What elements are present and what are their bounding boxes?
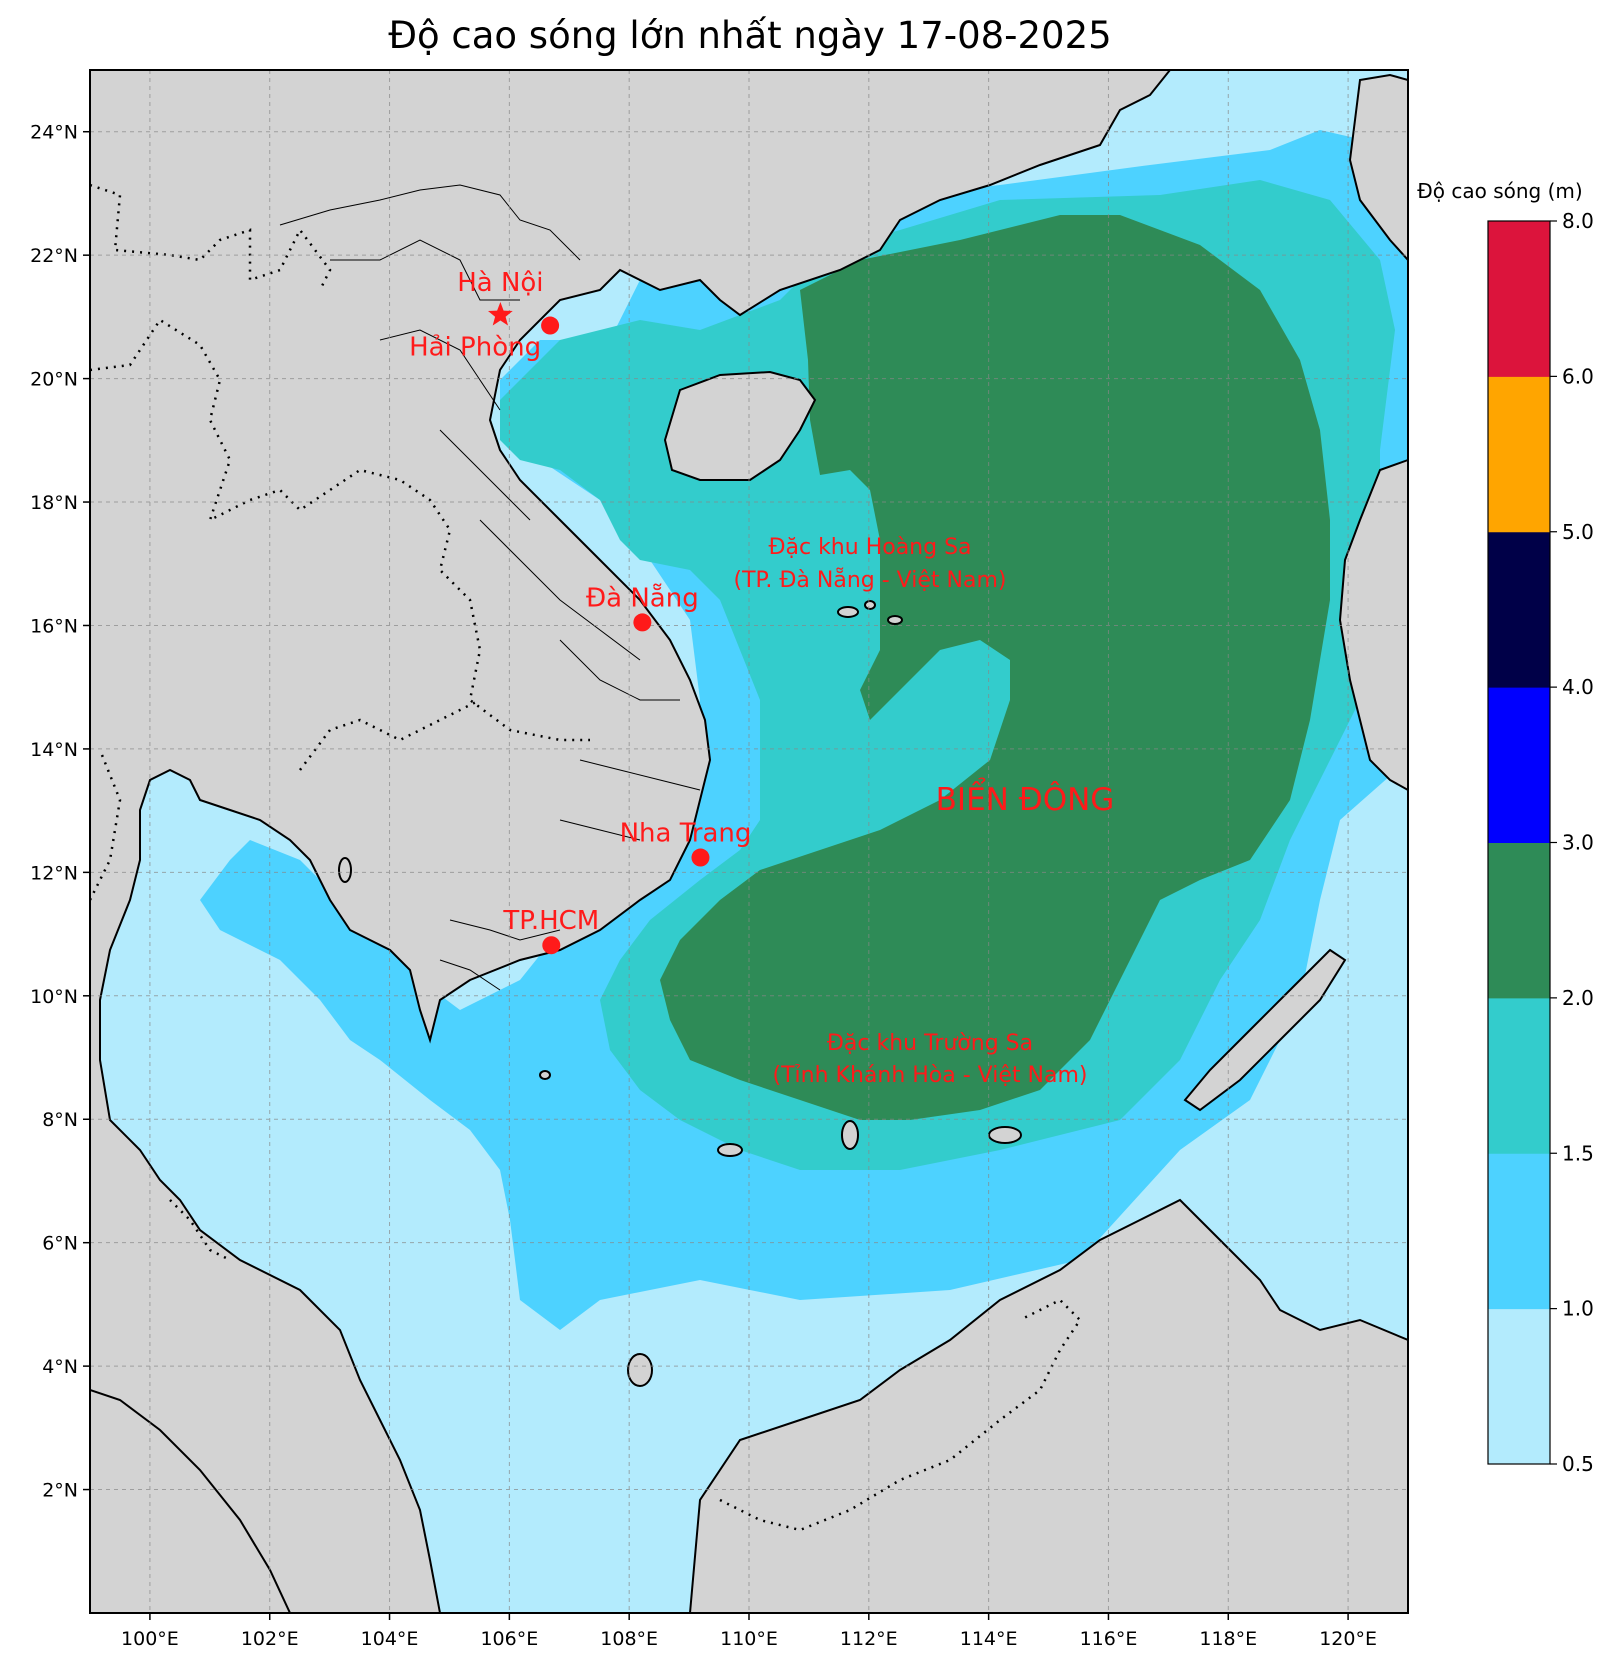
lat-tick-label: 8°N [42,1109,78,1131]
lat-tick-label: 6°N [42,1233,78,1255]
gridlines [90,70,1408,1613]
land-taiwan [1348,73,1408,262]
latitude-axis: 24°N 22°N 20°N 18°N 16°N 14°N 12°N 10°N 8°N 6°N 4°… [30,122,90,1502]
colorbar-tick-label: 1.5 [1562,1141,1594,1165]
lat-tick-label: 2°N [42,1480,78,1502]
lon-tick-label: 112°E [840,1628,898,1650]
island-hoang-sa-3 [864,600,876,610]
island-natuna [627,1353,653,1387]
land-indochina [90,70,1172,1613]
longitude-axis: 100°E 102°E 104°E 106°E 108°E 110°E 112°E 114°E… [121,1613,1377,1650]
colorbar-bin [1488,531,1550,688]
colorbar-tick-label: 6.0 [1562,364,1594,388]
city-star-marker [488,302,513,326]
colorbar-tick-label: 3.0 [1562,831,1594,855]
national-borders [90,183,1082,1532]
lon-tick-label: 120°E [1319,1628,1377,1650]
island-phu-quoc [338,857,352,883]
colorbar-bin [1488,997,1550,1154]
lat-tick-label: 10°N [30,986,78,1008]
city-dot-marker [691,848,710,867]
city-markers: Hà Nội Hải Phòng Đà Nẵng Nha Trang TP.HCM [409,268,752,955]
city-label: Hải Phòng [409,333,541,363]
colorbar-tick-label: 2.0 [1562,986,1594,1010]
city-dot-marker [541,316,560,335]
lat-tick-label: 18°N [30,492,78,514]
lat-tick-label: 24°N [30,122,78,144]
city-label: Đà Nẵng [586,582,699,613]
colorbar-bin [1488,221,1550,377]
colorbar-tick-label: 5.0 [1562,520,1594,544]
colorbar-bin [1488,842,1550,999]
colorbar-tick-label: 0.5 [1562,1452,1594,1476]
lon-tick-label: 116°E [1080,1628,1138,1650]
colorbar-tick-label: 1.0 [1562,1297,1594,1321]
lon-tick-label: 110°E [720,1628,778,1650]
map-area [90,70,1408,1613]
lon-tick-label: 106°E [480,1628,538,1650]
lat-tick-label: 22°N [30,245,78,267]
colorbar: 0.5 1.0 1.5 2.0 3.0 4.0 5.0 6.0 8.0 [1487,209,1594,1476]
colorbar-bin [1488,687,1550,843]
island-hoang-sa-2 [887,615,903,625]
colorbar-bin [1488,1308,1550,1465]
truong-sa-label-line2: (Tỉnh Khánh Hòa - Việt Nam) [773,1063,1088,1088]
city-label: Nha Trang [620,819,752,849]
lat-tick-label: 12°N [30,862,78,884]
island-hoang-sa-1 [837,606,859,618]
province-borders [279,184,701,991]
colorbar-label: Độ cao sóng (m) [1417,179,1582,203]
lat-tick-label: 14°N [30,739,78,761]
colorbar-tick-label: 4.0 [1562,675,1594,699]
lon-tick-label: 100°E [121,1628,179,1650]
wave-band-2.0-3.0 [660,215,1330,1120]
hoang-sa-label-line1: Đặc khu Hoàng Sa [768,535,971,560]
island-truong-sa-2 [988,1126,1022,1144]
colorbar-bin [1488,376,1550,533]
colorbar-tick-label: 8.0 [1562,209,1594,233]
island-truong-sa-1 [841,1120,859,1150]
land-sumatra [90,1388,292,1613]
lat-tick-label: 4°N [42,1356,78,1378]
land-palawan [1183,948,1347,1112]
lon-tick-label: 118°E [1199,1628,1257,1650]
truong-sa-label-line1: Đặc khu Trường Sa [827,1031,1033,1056]
city-dot-marker [633,613,652,632]
city-label: TP.HCM [502,906,599,936]
land-hainan [663,370,817,481]
city-label: Hà Nội [457,268,543,298]
sea-name-label: BIỂN ĐÔNG [936,777,1115,818]
colorbar-bin [1488,1153,1550,1310]
map-title: Độ cao sóng lớn nhất ngày 17-08-2025 [388,14,1112,57]
island-truong-sa-3 [717,1143,743,1157]
city-dot-marker [542,936,561,955]
hoang-sa-label-line2: (TP. Đà Nẵng - Việt Nam) [734,567,1007,593]
island-con-dao [539,1070,551,1080]
lon-tick-label: 114°E [960,1628,1018,1650]
lat-tick-label: 16°N [30,615,78,637]
lat-tick-label: 20°N [30,369,78,391]
lon-tick-label: 102°E [241,1628,299,1650]
lon-tick-label: 108°E [600,1628,658,1650]
lon-tick-label: 104°E [361,1628,419,1650]
